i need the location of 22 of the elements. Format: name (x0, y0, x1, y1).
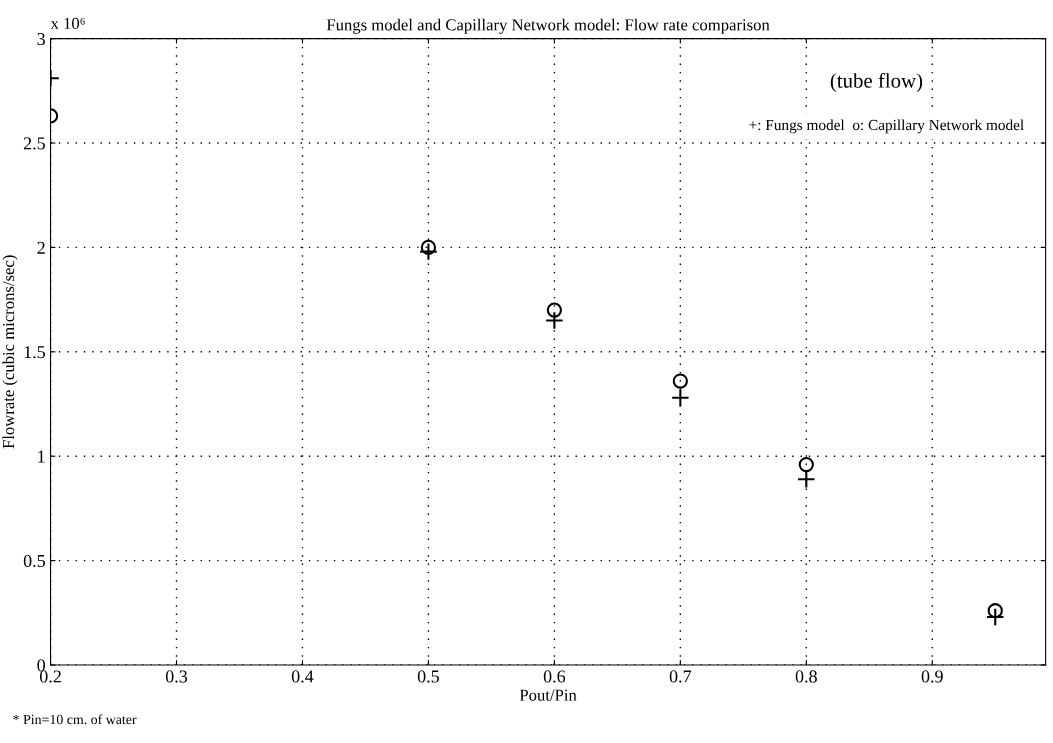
chart-title: Fungs model and Capillary Network model: Flow rate comparison (326, 18, 770, 34)
y-tick-label: 0.5 (23, 554, 45, 568)
x-tick-label: 0.9 (921, 670, 943, 683)
x-tick-label: 0.4 (291, 670, 314, 683)
x-tick-label: 0.2 (39, 670, 61, 683)
annotation: (tube flow) (830, 72, 923, 93)
y-tick-label: 2 (37, 241, 45, 254)
y-tick-label: 2.5 (23, 137, 45, 150)
text: * Pin=10 cm. of water (13, 714, 137, 725)
y-tick-label: 0 (37, 659, 45, 672)
x-tick-label: 0.8 (795, 670, 817, 683)
x-tick-label: 0.7 (669, 670, 692, 683)
text: x 10⁶ (50, 17, 85, 29)
y-tick-label: 1.5 (24, 346, 45, 359)
x-tick-label: 0.6 (543, 670, 566, 683)
annotation: +: Fungs model o: Capillary Network model (749, 119, 1024, 134)
x-axis-title: Pout/Pin (519, 689, 577, 701)
x-tick-label: 0.5 (417, 670, 439, 683)
y-axis-title: Flowrate (cubic microns/sec) (2, 255, 18, 449)
y-tick-label: 3 (37, 32, 45, 46)
y-tick-label: 1 (38, 450, 45, 463)
x-tick-label: 0.3 (165, 670, 188, 683)
